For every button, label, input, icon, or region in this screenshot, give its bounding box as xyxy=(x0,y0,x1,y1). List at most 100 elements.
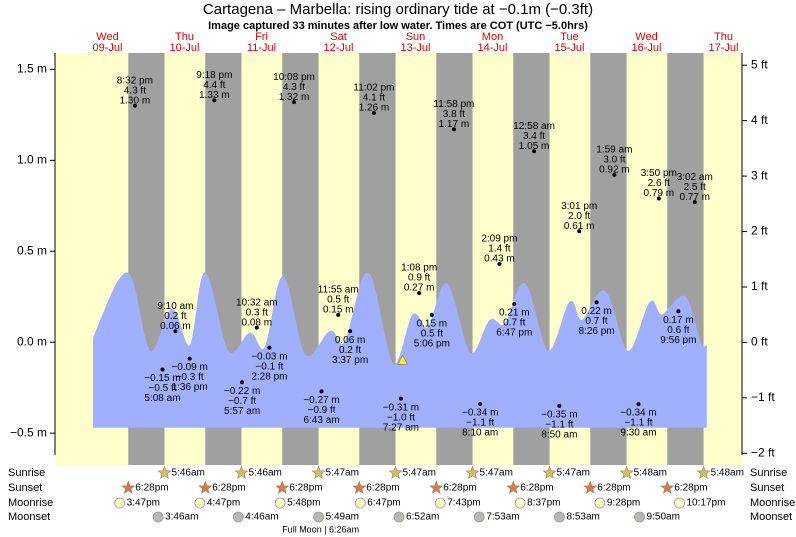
y-tick-label: 0.0 m xyxy=(17,334,47,348)
tide-label: 10:08 pm xyxy=(273,72,315,83)
day-date: 15-Jul xyxy=(555,42,585,54)
sunset-icon xyxy=(583,480,598,494)
tide-point xyxy=(577,229,582,234)
tide-label: 9:30 am xyxy=(620,428,656,439)
moonrise-icon xyxy=(514,497,526,509)
tide-label: −0.34 m xyxy=(620,408,656,419)
y2-tick-label: 0 ft xyxy=(751,335,768,349)
tide-label: −0.9 ft xyxy=(308,405,336,416)
sunset-time: 6:28pm xyxy=(135,483,168,494)
sunrise-time: 5:48am xyxy=(711,468,744,479)
moonrise-time: 4:47pm xyxy=(207,498,240,509)
tide-point xyxy=(451,127,456,132)
day-weekday: Wed xyxy=(635,31,657,43)
tide-point xyxy=(429,312,434,317)
tide-label: 3.4 ft xyxy=(523,131,545,142)
moonrise-icon xyxy=(114,497,126,509)
tide-label: 1.17 m xyxy=(439,119,470,130)
sunrise-icon xyxy=(234,465,249,479)
tide-point xyxy=(212,98,217,103)
tide-label: 10:32 am xyxy=(236,297,278,308)
moonset-icon xyxy=(554,511,565,523)
tide-label: 1.05 m xyxy=(519,141,550,152)
tide-label: −0.31 m xyxy=(383,402,419,413)
tide-label: 6:43 am xyxy=(303,415,339,426)
sunrise-time: 5:46am xyxy=(249,468,282,479)
tide-label: 12:58 am xyxy=(513,121,555,132)
moonset-time: 9:50am xyxy=(647,512,680,523)
tide-label: 4.1 ft xyxy=(363,93,385,104)
tide-curve xyxy=(92,272,708,365)
tide-point xyxy=(348,329,353,334)
day-weekday: Sun xyxy=(406,31,426,43)
day-date: 09-Jul xyxy=(93,42,123,54)
moonrise-icon xyxy=(194,497,206,509)
tide-label: 0.92 m xyxy=(599,165,630,176)
tide-label: 8:10 am xyxy=(462,428,498,439)
moonrise-icon xyxy=(354,497,366,509)
day-date: 14-Jul xyxy=(478,42,508,54)
tide-label: −1.1 ft xyxy=(466,418,494,429)
tide-point xyxy=(132,103,137,108)
y-tick-label: −0.5 m xyxy=(10,425,47,439)
tide-label: 7:27 am xyxy=(383,422,419,433)
tide-label: 9:56 pm xyxy=(660,335,696,346)
tide-label: 0.7 ft xyxy=(503,318,525,329)
day-weekday: Thu xyxy=(175,31,194,43)
y2-tick-label: −1 ft xyxy=(751,390,775,404)
sunrise-icon xyxy=(388,465,403,479)
sunset-icon xyxy=(352,480,367,494)
tide-label: 0.21 m xyxy=(499,308,530,319)
tide-label: 1.33 m xyxy=(199,90,230,101)
sunrise-time: 5:47am xyxy=(403,468,436,479)
moonset-icon xyxy=(393,511,405,523)
y-tick-label: 1.5 m xyxy=(17,62,47,76)
tide-label: 0.61 m xyxy=(564,221,595,232)
sunset-icon xyxy=(275,480,290,494)
tide-label: −0.1 ft xyxy=(255,361,283,372)
tide-point xyxy=(160,367,165,372)
tide-label: 0.27 m xyxy=(404,283,435,294)
tide-point xyxy=(254,325,259,330)
sunrise-icon xyxy=(311,465,326,479)
tide-point xyxy=(398,396,403,401)
day-weekday: Mon xyxy=(482,31,503,43)
tide-point xyxy=(336,312,341,317)
sunset-time: 6:28pm xyxy=(520,483,553,494)
sunset-icon xyxy=(660,480,675,494)
sunset-icon xyxy=(429,480,444,494)
day-weekday: Wed xyxy=(96,31,118,43)
sunset-icon xyxy=(506,480,521,494)
sunset-time: 6:28pm xyxy=(443,483,476,494)
sunrise-time: 5:47am xyxy=(480,468,513,479)
tide-label: 0.79 m xyxy=(644,188,675,199)
tide-label: 2.6 ft xyxy=(648,178,670,189)
day-date: 13-Jul xyxy=(401,42,431,54)
tide-label: −0.27 m xyxy=(303,395,339,406)
tide-label: 11:58 pm xyxy=(433,99,474,110)
sunrise-icon xyxy=(619,465,634,479)
tide-label: 0.06 m xyxy=(335,335,366,346)
y2-tick-label: −2 ft xyxy=(751,446,775,460)
tide-label: 4.3 ft xyxy=(124,85,146,96)
tide-point xyxy=(319,389,324,394)
tide-label: 2:28 pm xyxy=(251,371,287,382)
sunrise-time: 5:47am xyxy=(557,468,590,479)
tide-label: −1.0 ft xyxy=(387,412,415,423)
tide-point xyxy=(478,402,483,407)
row-label-left: Moonset xyxy=(8,511,50,523)
tide-label: −0.5 ft xyxy=(148,383,176,394)
tide-label: 9:18 pm xyxy=(196,70,232,81)
tide-label: 3:01 pm xyxy=(561,201,597,212)
tide-label: 0.77 m xyxy=(679,192,710,203)
tide-area-fill xyxy=(93,272,707,428)
moonrise-time: 10:17pm xyxy=(686,498,725,509)
tide-label: 8:32 pm xyxy=(117,75,153,86)
tide-point xyxy=(497,262,502,267)
tide-label: 1:08 pm xyxy=(401,263,437,274)
day-weekday: Fri xyxy=(255,31,268,43)
tide-label: 1.26 m xyxy=(359,103,390,114)
day-weekday: Tue xyxy=(560,31,579,43)
sunset-time: 6:28pm xyxy=(212,483,245,494)
tide-label: −0.35 m xyxy=(541,410,577,421)
